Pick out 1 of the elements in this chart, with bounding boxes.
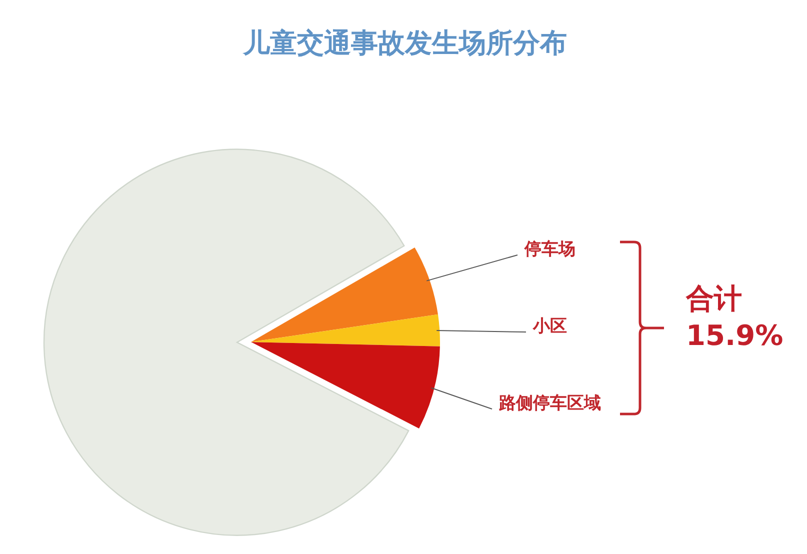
title: 儿童交通事故发生场所分布 [243,28,567,59]
